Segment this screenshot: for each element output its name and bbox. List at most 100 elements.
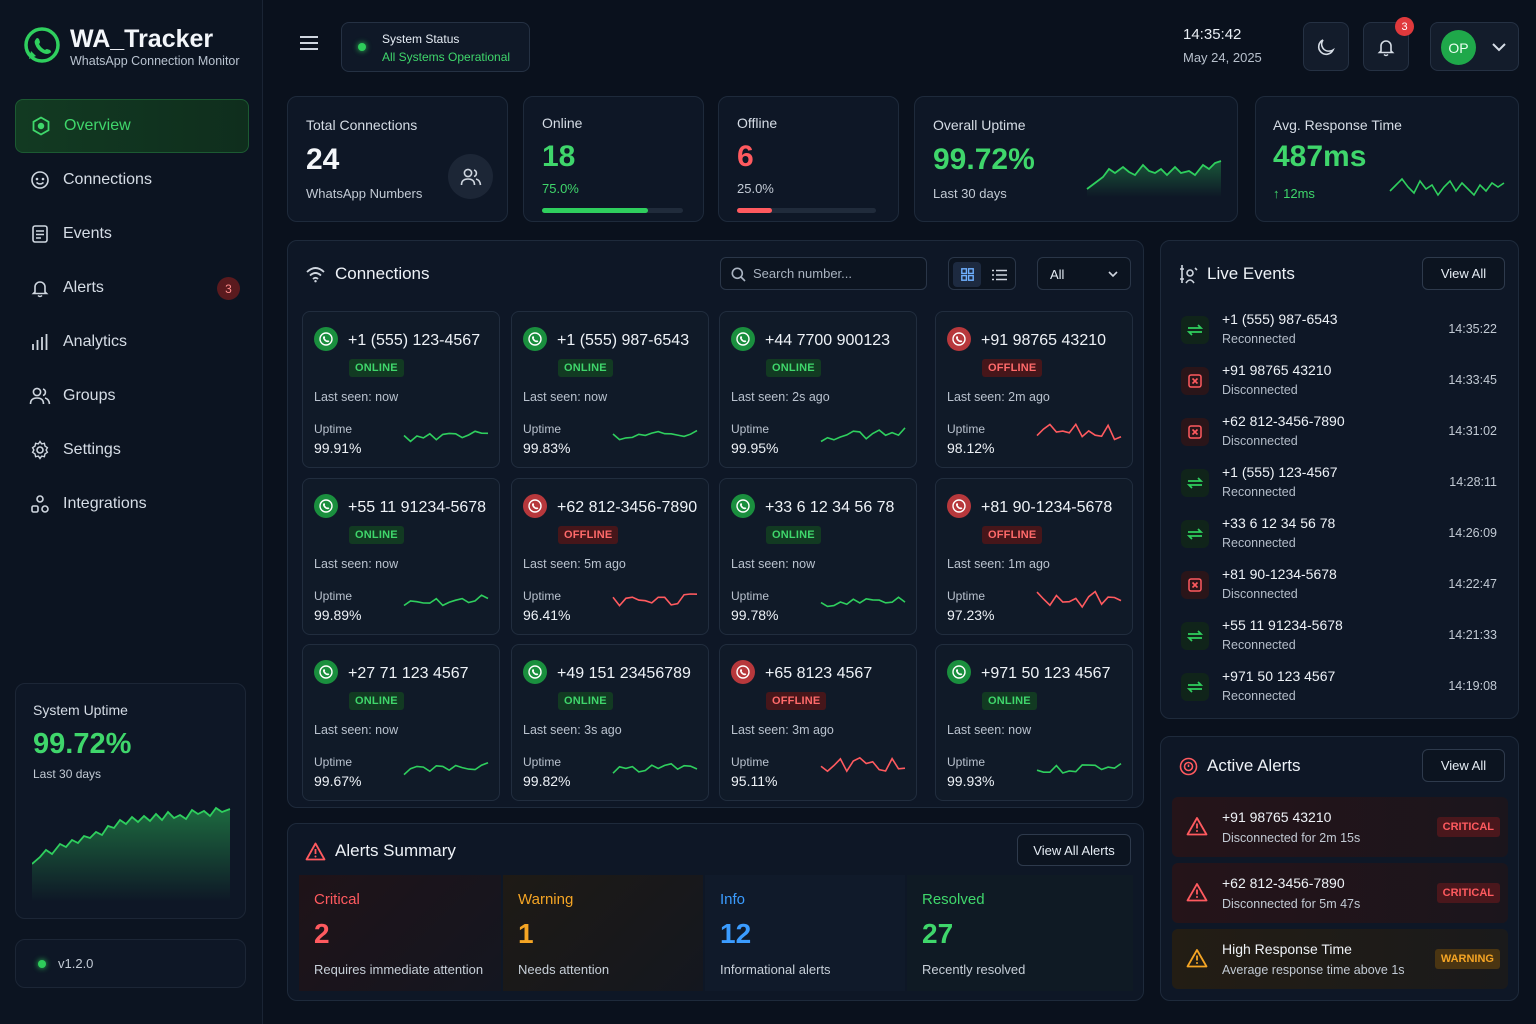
connection-card[interactable]: +33 6 12 34 56 78 ONLINE Last seen: now … [719, 478, 917, 635]
whatsapp-icon [731, 494, 755, 518]
last-seen-value: 3m ago [792, 723, 834, 737]
theme-toggle-button[interactable] [1303, 22, 1349, 71]
connection-card[interactable]: +49 151 23456789 ONLINE Last seen: 3s ag… [511, 644, 709, 801]
alert-warning-cell: Warning 1 Needs attention [503, 875, 703, 991]
events-icon [29, 223, 51, 245]
grid-view-button[interactable] [953, 262, 981, 287]
list-icon [991, 269, 1007, 280]
menu-icon[interactable] [299, 34, 319, 52]
view-toggle [948, 257, 1016, 290]
active-alert-row[interactable]: +62 812-3456-7890 Disconnected for 5m 47… [1172, 863, 1508, 923]
event-time: 14:21:33 [1448, 628, 1497, 642]
active-alerts-panel: Active Alerts View All +91 98765 43210 D… [1160, 736, 1519, 1001]
alert-description: Disconnected for 2m 15s [1222, 831, 1361, 845]
connections-icon [29, 169, 51, 191]
connections-title: Connections [335, 264, 430, 283]
status-filter-select[interactable]: All [1037, 257, 1131, 290]
stat-sub: Last 30 days [933, 186, 1007, 201]
sidebar-item-alerts[interactable]: Alerts 3 [15, 261, 249, 315]
last-seen-label: Last seen: [731, 557, 789, 571]
connection-card[interactable]: +91 98765 43210 OFFLINE Last seen: 2m ag… [935, 311, 1133, 468]
last-seen-label: Last seen: [314, 390, 372, 404]
event-row[interactable]: +1 (555) 987-6543 Reconnected 14:35:22 [1175, 306, 1505, 357]
status-dot [358, 43, 366, 51]
integrations-icon [29, 493, 51, 515]
uptime-sparkline [403, 761, 489, 776]
alarm-icon [1179, 757, 1198, 775]
sidebar-item-groups[interactable]: Groups [15, 369, 249, 423]
uptime-value: 95.11% [731, 773, 778, 789]
sidebar-item-overview[interactable]: Overview [15, 99, 249, 153]
connection-number: +1 (555) 987-6543 [557, 332, 690, 349]
event-time: 14:22:47 [1448, 577, 1497, 591]
sidebar-item-integrations[interactable]: Integrations [15, 477, 249, 531]
last-seen-value: 2m ago [1008, 390, 1050, 404]
system-uptime-value: 99.72% [33, 728, 132, 760]
connection-card[interactable]: +1 (555) 123-4567 ONLINE Last seen: now … [302, 311, 500, 468]
event-row[interactable]: +1 (555) 123-4567 Reconnected 14:28:11 [1175, 459, 1505, 510]
alert-title: +62 812-3456-7890 [1222, 875, 1345, 891]
uptime-value: 99.91% [314, 440, 362, 456]
sidebar-item-events[interactable]: Events [15, 207, 249, 261]
alert-info-cell: Info 12 Informational alerts [705, 875, 905, 991]
connection-card[interactable]: +971 50 123 4567 ONLINE Last seen: now U… [935, 644, 1133, 801]
list-view-button[interactable] [985, 262, 1013, 287]
severity-badge: CRITICAL [1436, 817, 1500, 837]
event-type: Reconnected [1222, 689, 1296, 703]
system-status-text: All Systems Operational [382, 50, 511, 64]
search-input[interactable]: Search number... [720, 257, 927, 290]
last-seen: Last seen: 2m ago [947, 390, 1050, 404]
status-badge: ONLINE [349, 692, 404, 710]
last-seen-value: 1m ago [1008, 557, 1050, 571]
stat-value: 18 [542, 140, 576, 173]
view-all-events-button[interactable]: View All [1422, 257, 1505, 290]
filter-value: All [1050, 267, 1065, 282]
event-row[interactable]: +55 11 91234-5678 Reconnected 14:21:33 [1175, 612, 1505, 663]
online-card: Online 18 75.0% [523, 96, 704, 222]
sidebar-nav: Overview Connections Events Alerts 3 Ana… [15, 99, 249, 531]
view-all-alerts-button[interactable]: View All Alerts [1017, 834, 1131, 866]
sidebar-item-label: Analytics [63, 333, 128, 350]
event-row[interactable]: +91 98765 43210 Disconnected 14:33:45 [1175, 357, 1505, 408]
connection-card[interactable]: +65 8123 4567 OFFLINE Last seen: 3m ago … [719, 644, 917, 801]
sidebar-item-settings[interactable]: Settings [15, 423, 249, 477]
version-status-dot [38, 959, 46, 968]
active-alert-row[interactable]: +91 98765 43210 Disconnected for 2m 15s … [1172, 797, 1508, 857]
stat-label: Online [542, 115, 583, 131]
stat-value: 99.72% [933, 143, 1035, 176]
event-row[interactable]: +62 812-3456-7890 Disconnected 14:31:02 [1175, 408, 1505, 459]
event-time: 14:33:45 [1448, 373, 1497, 387]
event-row[interactable]: +971 50 123 4567 Reconnected 14:19:08 [1175, 663, 1505, 714]
alert-description: Disconnected for 5m 47s [1222, 897, 1361, 911]
status-badge: ONLINE [349, 359, 404, 377]
uptime-label: Uptime [523, 589, 562, 603]
uptime-sparkline [820, 427, 906, 443]
disconnect-icon [1181, 367, 1209, 395]
event-row[interactable]: +81 90-1234-5678 Disconnected 14:22:47 [1175, 561, 1505, 612]
connection-card[interactable]: +44 7700 900123 ONLINE Last seen: 2s ago… [719, 311, 917, 468]
user-menu-button[interactable]: OP [1430, 22, 1519, 71]
uptime-label: Uptime [947, 755, 986, 769]
severity-badge: WARNING [1434, 949, 1500, 969]
connection-card[interactable]: +55 11 91234-5678 ONLINE Last seen: now … [302, 478, 500, 635]
connection-card[interactable]: +27 71 123 4567 ONLINE Last seen: now Up… [302, 644, 500, 801]
sidebar-item-connections[interactable]: Connections [15, 153, 249, 207]
warning-triangle-icon [1186, 817, 1208, 836]
connection-card[interactable]: +1 (555) 987-6543 ONLINE Last seen: now … [511, 311, 709, 468]
event-row[interactable]: +33 6 12 34 56 78 Reconnected 14:26:09 [1175, 510, 1505, 561]
notifications-button[interactable]: 3 [1363, 17, 1414, 71]
view-all-active-alerts-button[interactable]: View All [1422, 749, 1505, 782]
event-time: 14:28:11 [1449, 475, 1497, 489]
sidebar-item-analytics[interactable]: Analytics [15, 315, 249, 369]
active-alert-row[interactable]: High Response Time Average response time… [1172, 929, 1508, 989]
whatsapp-icon [947, 494, 971, 518]
alerts-summary-title: Alerts Summary [335, 841, 456, 860]
uptime-sparkline [820, 756, 906, 773]
connection-number: +91 98765 43210 [981, 332, 1107, 349]
connection-card[interactable]: +62 812-3456-7890 OFFLINE Last seen: 5m … [511, 478, 709, 635]
uptime-sparkline [403, 430, 489, 443]
connection-card[interactable]: +81 90-1234-5678 OFFLINE Last seen: 1m a… [935, 478, 1133, 635]
search-placeholder: Search number... [753, 266, 852, 281]
event-time: 14:31:02 [1448, 424, 1497, 438]
event-number: +81 90-1234-5678 [1222, 566, 1337, 582]
